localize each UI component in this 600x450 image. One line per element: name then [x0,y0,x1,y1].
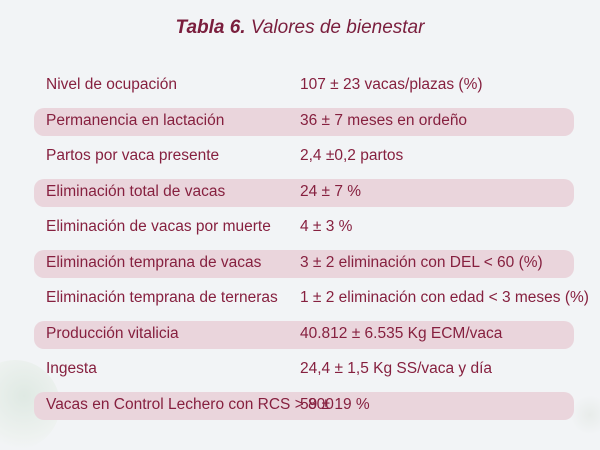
row-highlight [34,320,574,349]
row-value: 36 ± 7 meses en ordeño [300,111,468,129]
table-row: Eliminación temprana de terneras 1 ± 2 e… [34,281,589,317]
row-value: 24 ± 7 % [300,182,362,200]
table-row: Partos por vaca presente 2,4 ±0,2 partos [34,139,574,175]
row-label: Producción vitalicia [46,324,179,342]
row-highlight [34,391,574,420]
row-highlight [34,107,574,136]
row-label: Permanencia en lactación [46,111,225,129]
row-label: Eliminación de vacas por muerte [46,218,271,235]
welfare-values-table: Nivel de ocupación 107 ± 23 vacas/plazas… [34,68,589,424]
table-row: Nivel de ocupación 107 ± 23 vacas/plazas… [34,68,574,104]
row-label: Ingesta [46,360,97,377]
row-value: 107 ± 23 vacas/plazas (%) [300,76,483,93]
table-row: Eliminación de vacas por muerte 4 ± 3 % [34,210,574,246]
row-value: 40.812 ± 6.535 Kg ECM/vaca [300,324,503,342]
table-number: Tabla 6. [175,17,246,38]
row-value: 1 ± 2 eliminación con edad < 3 meses (%) [300,289,589,306]
row-value: 24,4 ± 1,5 Kg SS/vaca y día [300,360,493,377]
table-title: Tabla 6. Valores de bienestar [0,17,600,39]
row-label: Eliminación temprana de terneras [46,289,278,306]
row-label: Nivel de ocupación [46,76,177,93]
row-highlight [34,249,574,278]
row-value: 59 ± 19 % [300,395,370,413]
table-caption: Valores de bienestar [245,17,425,38]
row-label: Partos por vaca presente [46,147,220,164]
row-value: 2,4 ±0,2 partos [300,147,404,164]
decorative-shape [570,395,600,435]
row-value: 3 ± 2 eliminación con DEL < 60 (%) [300,253,543,271]
row-label: Eliminación total de vacas [46,182,226,200]
table-row: Ingesta 24,4 ± 1,5 Kg SS/vaca y día [34,352,574,388]
row-highlight [34,178,574,207]
row-label: Vacas en Control Lechero con RCS > 800 [46,395,334,413]
table-row: Producción vitalicia 40.812 ± 6.535 Kg E… [34,317,574,353]
table-row: Eliminación temprana de vacas 3 ± 2 elim… [34,246,574,282]
table-row: Permanencia en lactación 36 ± 7 meses en… [34,104,574,140]
table-row: Vacas en Control Lechero con RCS > 800 5… [34,388,574,424]
row-label: Eliminación temprana de vacas [46,253,262,271]
table-row: Eliminación total de vacas 24 ± 7 % [34,175,574,211]
row-value: 4 ± 3 % [300,218,353,235]
